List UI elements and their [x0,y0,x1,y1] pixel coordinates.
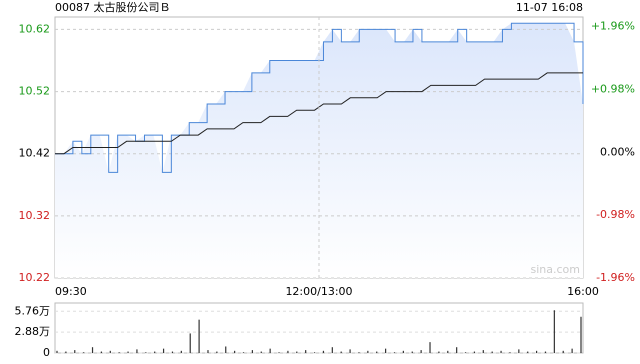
volume-bar [376,351,378,353]
volume-bar [491,351,493,353]
volume-bar [527,351,529,353]
volume-bar [429,342,431,353]
volume-bar [482,350,484,353]
y-tick-label: 10.32 [19,209,51,222]
volume-frame [54,302,584,354]
volume-tick-label: 5.76万 [15,304,51,317]
volume-bar [65,351,67,353]
volume-bar [580,316,582,353]
volume-bar [420,350,422,353]
volume-bar [322,350,325,353]
volume-bar [56,350,58,353]
volume-bar [162,348,165,353]
volume-bar [234,350,236,353]
volume-tick-label: 0 [43,346,50,359]
volume-bar [402,350,404,353]
volume-bar [296,351,298,353]
volume-bar [367,350,369,353]
volume-bar [349,349,351,353]
volume-bar [509,352,511,353]
volume-bar [109,350,111,353]
y2-tick-label: 0.00% [600,145,635,158]
volume-tick-label: 2.88万 [15,325,51,338]
volume-bar [207,350,209,353]
volume-bar [136,349,138,353]
volume-bar [145,352,147,353]
volume-bar [83,352,85,353]
volume-bar [260,351,262,353]
volume-bar [393,352,396,353]
y2-tick-label: +0.98% [591,82,635,95]
volume-bar [313,352,316,353]
x-tick-label: 16:00 [567,285,599,298]
volume-bar [216,351,218,353]
volume-bar [171,351,174,353]
volume-bar [242,352,245,353]
volume-bar [278,352,280,353]
volume-bar [100,351,103,353]
volume-bar [571,348,573,353]
chart-title: 00087 太古股份公司Ｂ [55,1,171,14]
volume-bar [518,349,520,353]
y2-tick-label: -1.96% [596,271,635,284]
volume-bar [464,352,467,353]
x-tick-label: 09:30 [55,285,87,298]
volume-bar [553,310,555,353]
volume-bar [118,352,120,353]
y2-tick-label: +1.96% [591,20,635,33]
volume-bar [340,351,342,353]
timestamp: 11-07 16:08 [516,1,583,14]
volume-bar [544,351,547,353]
volume-bar [385,348,387,353]
volume-bar [447,350,449,353]
volume-bar [180,350,182,353]
volume-bar [331,347,333,353]
volume-bar [287,350,289,353]
y-tick-label: 10.62 [19,22,51,35]
volume-bar [198,319,200,353]
volume-bar [91,347,94,353]
volume-bar [535,350,538,353]
y-tick-label: 10.52 [19,85,51,98]
volume-bar [251,350,253,353]
y-tick-label: 10.42 [19,147,51,160]
volume-bar [189,333,191,353]
volume-bar [154,351,156,353]
watermark: sina.com [531,263,581,276]
volume-bar [473,351,476,353]
y-tick-label: 10.22 [19,271,51,284]
price-line [55,22,584,173]
volume-bar [74,350,76,353]
volume-bar [562,350,564,353]
volume-bar [358,352,360,353]
volume-bar [269,348,271,353]
volume-bar [305,350,307,353]
volume-bar [438,351,440,353]
volume-bar [456,347,458,353]
volume-bar [127,351,129,353]
y2-tick-label: -0.98% [596,208,635,221]
volume-bar [500,350,502,353]
volume-bar [411,351,413,353]
volume-bar [225,346,227,353]
x-tick-label: 12:00/13:00 [285,285,352,298]
